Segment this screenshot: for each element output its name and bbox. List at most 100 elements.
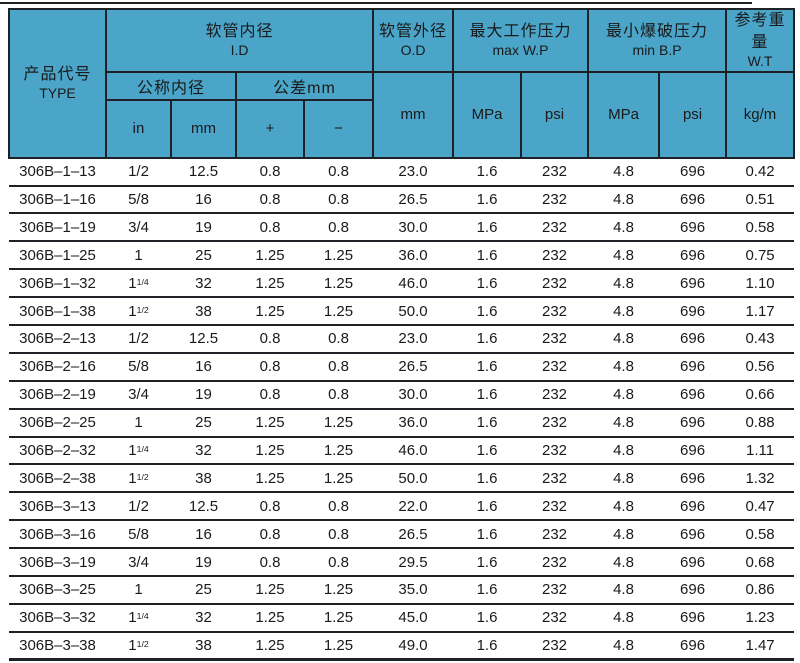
cell-maxwp-mpa: 1.6	[453, 631, 522, 662]
cell-weight-kgm: 0.58	[726, 520, 795, 550]
cell-minbp-psi: 696	[659, 548, 727, 578]
header-weight-group: 参考重量 W.T	[725, 8, 796, 73]
cell-tol-minus: 0.8	[304, 520, 374, 550]
cell-minbp-psi: 696	[659, 325, 727, 354]
cell-tol-plus: 1.25	[236, 436, 304, 466]
cell-tol-plus: 1.25	[236, 464, 304, 494]
top-rule	[0, 2, 752, 4]
cell-nominal-in: 11/4	[106, 269, 171, 299]
cell-nominal-in: 1	[106, 576, 171, 605]
cell-minbp-psi: 696	[659, 352, 727, 382]
cell-type: 306B–2–25	[9, 408, 106, 438]
cell-od-mm: 23.0	[373, 157, 454, 187]
cell-type: 306B–2–32	[9, 436, 106, 466]
header-minbp-group: 最小爆破压力 min B.P	[587, 8, 728, 73]
cell-weight-kgm: 1.11	[726, 436, 795, 466]
cell-nominal-mm: 38	[171, 297, 236, 327]
cell-tol-plus: 0.8	[236, 352, 304, 382]
cell-weight-kgm: 0.88	[726, 408, 795, 438]
cell-od-mm: 23.0	[373, 325, 454, 354]
cell-tol-plus: 1.25	[236, 631, 304, 662]
cell-nominal-mm: 12.5	[171, 157, 236, 187]
cell-od-mm: 22.0	[373, 492, 454, 522]
cell-weight-kgm: 0.42	[726, 157, 795, 187]
cell-maxwp-mpa: 1.6	[453, 464, 522, 494]
cell-od-mm: 35.0	[373, 576, 454, 605]
cell-minbp-mpa: 4.8	[588, 185, 660, 215]
cell-maxwp-psi: 232	[521, 576, 589, 605]
table-row: 306B–1–38 11/2 38 1.25 1.25 50.0 1.6 232 4.8 696 1…	[9, 297, 795, 327]
cell-type: 306B–3–19	[9, 548, 106, 578]
header-maxwp-group: 最大工作压力 max W.P	[452, 8, 590, 73]
cell-maxwp-mpa: 1.6	[453, 603, 522, 633]
cell-tol-plus: 1.25	[236, 241, 304, 271]
table-row: 306B–1–25 1 25 1.25 1.25 36.0 1.6 232 4.8 696 0.75	[9, 241, 795, 271]
cell-nominal-in: 11/2	[106, 297, 171, 327]
cell-tol-minus: 0.8	[304, 325, 374, 354]
table-row: 306B–1–32 11/4 32 1.25 1.25 46.0 1.6 232 4.8 696 1…	[9, 269, 795, 299]
cell-nominal-mm: 16	[171, 520, 236, 550]
cell-minbp-mpa: 4.8	[588, 520, 660, 550]
cell-nominal-mm: 16	[171, 352, 236, 382]
cell-tol-plus: 0.8	[236, 185, 304, 215]
cell-weight-kgm: 1.47	[726, 631, 795, 662]
cell-maxwp-mpa: 1.6	[453, 520, 522, 550]
cell-od-mm: 50.0	[373, 464, 454, 494]
cell-od-mm: 49.0	[373, 631, 454, 662]
cell-minbp-mpa: 4.8	[588, 325, 660, 354]
table-header: 产品代号 TYPE 软管内径 I.D 软管外径 O.D 最大工作压力 max W…	[8, 8, 796, 159]
cell-maxwp-psi: 232	[521, 352, 589, 382]
cell-maxwp-mpa: 1.6	[453, 576, 522, 605]
cell-minbp-psi: 696	[659, 241, 727, 271]
table-row: 306B–2–19 3/4 19 0.8 0.8 30.0 1.6 232 4.8 696 0.66	[9, 380, 795, 410]
cell-tol-minus: 1.25	[304, 408, 374, 438]
cell-minbp-mpa: 4.8	[588, 492, 660, 522]
cell-weight-kgm: 0.43	[726, 325, 795, 354]
cell-minbp-psi: 696	[659, 464, 727, 494]
cell-maxwp-psi: 232	[521, 408, 589, 438]
header-unit-mm: mm	[170, 98, 237, 159]
fraction-superscript: 1/4	[136, 276, 149, 287]
cell-maxwp-psi: 232	[521, 157, 589, 187]
table-row: 306B–3–13 1/2 12.5 0.8 0.8 22.0 1.6 232 4.8 696 0.…	[9, 492, 795, 522]
fraction-superscript: 1/2	[136, 304, 149, 315]
header-unit-weight-kgm: kg/m	[725, 70, 796, 159]
header-maxwp-group-en: max W.P	[492, 42, 549, 59]
table-row: 306B–1–19 3/4 19 0.8 0.8 30.0 1.6 232 4.8 696 0.58	[9, 213, 795, 243]
cell-maxwp-psi: 232	[521, 269, 589, 299]
cell-minbp-mpa: 4.8	[588, 464, 660, 494]
header-od-group-zh: 软管外径	[379, 22, 448, 40]
cell-maxwp-psi: 232	[521, 436, 589, 466]
cell-minbp-mpa: 4.8	[588, 241, 660, 271]
cell-nominal-in: 1/2	[106, 492, 171, 522]
cell-type: 306B–2–16	[9, 352, 106, 382]
cell-od-mm: 36.0	[373, 241, 454, 271]
cell-minbp-psi: 696	[659, 269, 727, 299]
cell-maxwp-mpa: 1.6	[453, 380, 522, 410]
cell-nominal-in: 1/2	[106, 325, 171, 354]
cell-nominal-mm: 12.5	[171, 492, 236, 522]
header-product-type: 产品代号 TYPE	[8, 8, 107, 159]
cell-minbp-psi: 696	[659, 185, 727, 215]
cell-maxwp-psi: 232	[521, 603, 589, 633]
cell-tol-plus: 0.8	[236, 520, 304, 550]
cell-type: 306B–3–13	[9, 492, 106, 522]
table-row: 306B–1–16 5/8 16 0.8 0.8 26.5 1.6 232 4.8 696 0.51	[9, 185, 795, 215]
header-product-type-zh: 产品代号	[23, 65, 92, 83]
cell-type: 306B–2–19	[9, 380, 106, 410]
cell-type: 306B–1–25	[9, 241, 106, 271]
table-row: 306B–2–25 1 25 1.25 1.25 36.0 1.6 232 4.8 696 0.88	[9, 408, 795, 438]
header-product-type-en: TYPE	[39, 85, 76, 102]
cell-od-mm: 45.0	[373, 603, 454, 633]
cell-tol-minus: 0.8	[304, 380, 374, 410]
cell-minbp-mpa: 4.8	[588, 213, 660, 243]
table-row: 306B–3–25 1 25 1.25 1.25 35.0 1.6 232 4.8 696 0.86	[9, 576, 795, 605]
header-unit-maxwp-mpa: MPa	[452, 70, 523, 159]
cell-nominal-mm: 25	[171, 241, 236, 271]
table-row: 306B–2–13 1/2 12.5 0.8 0.8 23.0 1.6 232 4.8 696 0.…	[9, 325, 795, 354]
cell-od-mm: 50.0	[373, 297, 454, 327]
cell-type: 306B–1–13	[9, 157, 106, 187]
cell-tol-plus: 1.25	[236, 576, 304, 605]
cell-type: 306B–3–32	[9, 603, 106, 633]
cell-minbp-psi: 696	[659, 157, 727, 187]
